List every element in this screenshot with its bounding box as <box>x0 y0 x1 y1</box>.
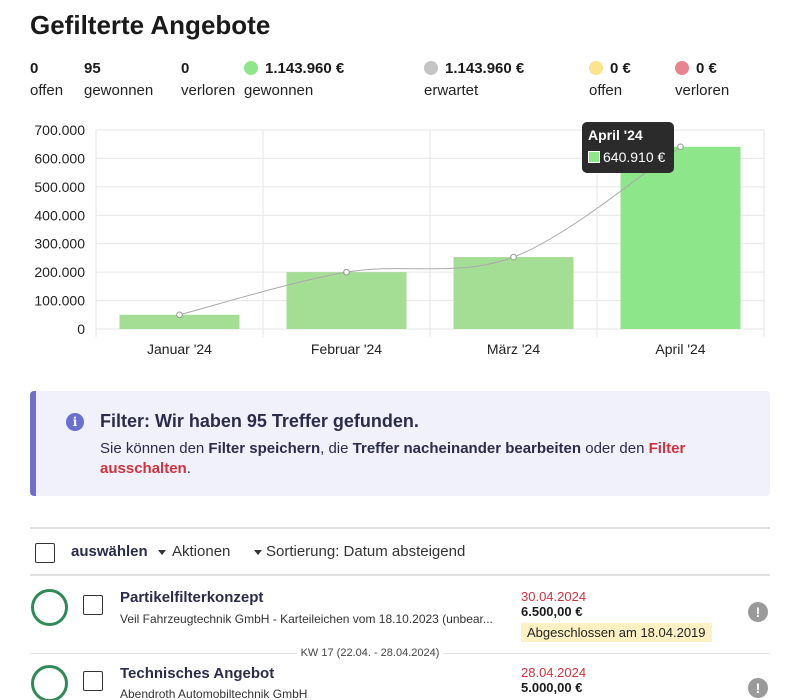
green-dot-icon <box>244 61 258 75</box>
save-filter-link[interactable]: Filter speichern <box>208 440 321 457</box>
trend-point <box>176 311 183 319</box>
status-ring-icon <box>31 589 68 626</box>
y-tick-label: 400.000 <box>34 207 85 223</box>
stat-value: 95 <box>84 59 101 77</box>
stat-lost-sum: 0 € verloren <box>675 58 729 99</box>
offer-date: 28.04.2024 <box>521 665 587 680</box>
list-item[interactable]: Partikelfilterkonzept Veil Fahrzeugtechn… <box>30 578 770 654</box>
stat-value: 0 <box>181 59 190 77</box>
stat-label: offen <box>30 82 64 99</box>
stat-label: erwartet <box>424 82 479 99</box>
bar <box>119 314 240 329</box>
tooltip-value: 640.910 € <box>603 149 666 165</box>
warning-icon[interactable]: ! <box>748 602 768 622</box>
offer-date: 30.04.2024 <box>521 589 587 604</box>
filter-title: Filter: Wir haben 95 Treffer gefunden. <box>100 411 419 431</box>
y-tick-label: 600.000 <box>34 150 85 166</box>
stat-open-sum: 0 € offen <box>589 58 631 99</box>
row-checkbox[interactable] <box>83 671 103 691</box>
week-separator: KW 17 (22.04. - 28.04.2024) <box>0 647 740 659</box>
stat-label: verloren <box>675 82 730 99</box>
caret-down-icon <box>254 549 262 555</box>
trend-point <box>343 268 350 276</box>
tooltip-title: April '24 <box>588 127 643 143</box>
stat-expected-sum: 1.143.960 € erwartet <box>424 58 524 99</box>
offer-title[interactable]: Partikelfilterkonzept <box>120 589 264 606</box>
chart-tooltip: April '24 640.910 € <box>582 122 674 173</box>
offer-amount: 5.000,00 € <box>521 680 583 695</box>
stat-value: 1.143.960 € <box>424 58 524 78</box>
stat-value: 0 <box>30 59 39 77</box>
filter-text: Sie können den Filter speichern, die Tre… <box>100 440 686 477</box>
page-title: Gefilterte Angebote <box>30 10 271 40</box>
y-tick-label: 700.000 <box>34 122 85 138</box>
tooltip-swatch-icon <box>588 151 600 163</box>
trend-point <box>677 143 684 151</box>
y-tick-label: 500.000 <box>34 179 85 195</box>
red-dot-icon <box>675 61 689 75</box>
filter-info-box: i Filter: Wir haben 95 Treffer gefunden.… <box>30 391 770 496</box>
offer-customer: Veil Fahrzeugtechnik GmbH - Karteileiche… <box>120 612 493 626</box>
offer-amount: 6.500,00 € <box>521 604 583 619</box>
info-icon: i <box>66 413 84 431</box>
status-badge: Abgeschlossen am 18.04.2019 <box>521 623 712 642</box>
bar <box>286 272 407 329</box>
offer-title[interactable]: Technisches Angebot <box>120 665 275 682</box>
trend-line <box>179 146 681 316</box>
gray-dot-icon <box>424 61 438 75</box>
stat-value: 0 € <box>589 58 631 78</box>
stat-won-sum: 1.143.960 € gewonnen <box>244 58 344 99</box>
stat-label: gewonnen <box>84 82 154 99</box>
stat-value: 0 € <box>675 58 729 78</box>
x-tick-label: März '24 <box>487 341 540 357</box>
stat-label: gewonnen <box>244 82 314 99</box>
x-tick-label: Januar '24 <box>147 341 212 357</box>
stats-bar: 0 offen 95 gewonnen 0 verloren 1.143.960… <box>30 58 770 108</box>
list-item[interactable]: Technisches Angebot Abendroth Automobilt… <box>30 654 770 700</box>
row-checkbox[interactable] <box>83 595 103 615</box>
y-tick-label: 200.000 <box>34 264 85 280</box>
tooltip-row: 640.910 € <box>588 149 668 165</box>
offer-customer: Abendroth Automobiltechnik GmbH <box>120 687 308 700</box>
stat-label: verloren <box>181 82 236 99</box>
x-tick-label: April '24 <box>655 341 705 357</box>
bar <box>620 146 741 329</box>
y-tick-label: 300.000 <box>34 236 85 252</box>
offers-bar-chart: 0 100.000 200.000 300.000 400.000 500.000 600.… <box>34 122 765 357</box>
list-toolbar: auswählen Aktionen Sortierung: Datum abs… <box>30 527 770 576</box>
status-ring-icon <box>31 665 68 700</box>
select-all-checkbox[interactable] <box>35 543 55 563</box>
yellow-dot-icon <box>589 61 603 75</box>
stat-value: 1.143.960 € <box>244 58 344 78</box>
edit-results-link[interactable]: Treffer nacheinander bearbeiten <box>352 440 582 457</box>
trend-point <box>510 253 517 261</box>
y-tick-label: 0 <box>77 321 85 337</box>
y-tick-label: 100.000 <box>34 293 85 309</box>
x-tick-label: Februar '24 <box>311 341 382 357</box>
stat-label: offen <box>589 82 623 99</box>
caret-down-icon <box>157 549 166 555</box>
stat-open-count: 0 offen <box>30 58 64 100</box>
select-dropdown[interactable]: auswählen <box>71 543 170 560</box>
disable-filter-link[interactable]: Filter ausschalten <box>100 440 686 477</box>
actions-dropdown[interactable]: Aktionen <box>172 543 231 560</box>
bar <box>453 257 574 329</box>
stat-lost-count: 0 verloren <box>181 58 236 100</box>
warning-icon[interactable]: ! <box>748 678 768 698</box>
sort-dropdown[interactable]: Sortierung: Datum absteigend <box>254 543 465 560</box>
stat-won-count: 95 gewonnen <box>84 58 154 100</box>
